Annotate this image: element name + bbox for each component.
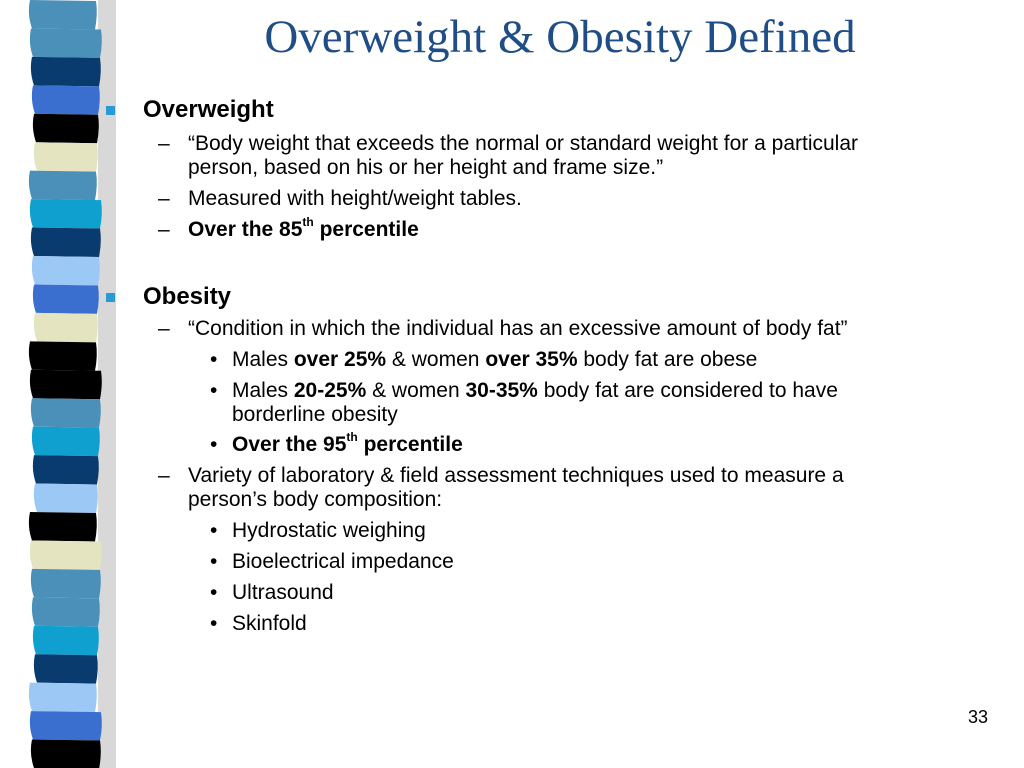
borderline-thresholds: Males 20-25% & women 30-35% body fat are…	[232, 379, 838, 402]
stripe-graphic	[28, 0, 116, 768]
obese-thresholds: Males over 25% & women over 35% body fat…	[232, 348, 758, 371]
stripe-segment	[28, 170, 97, 201]
overweight-definition-line2: person, based on his or her height and f…	[188, 156, 664, 179]
stripe-segment	[31, 597, 100, 627]
stripe-segment	[33, 483, 98, 513]
stripe-segment	[28, 512, 97, 542]
obesity-percentile: Over the 95th percentile	[232, 430, 463, 456]
dash-bullet-icon: –	[158, 218, 170, 241]
technique-item: Hydrostatic weighing	[232, 519, 426, 542]
dot-bullet-icon: •	[210, 581, 218, 604]
stripe-segment	[30, 568, 101, 599]
square-bullet-icon	[106, 106, 115, 115]
stripe-segment	[30, 739, 101, 768]
assessment-techniques-line2: person’s body composition:	[188, 488, 443, 511]
stripe-shadow	[98, 0, 116, 768]
square-bullet-icon	[106, 293, 115, 302]
stripe-segment	[33, 654, 98, 684]
slide-title: Overweight & Obesity Defined	[264, 11, 856, 63]
overweight-percentile: Over the 85th percentile	[188, 215, 419, 241]
stripe-segment	[32, 625, 99, 656]
page-number: 33	[967, 707, 988, 727]
dash-bullet-icon: –	[158, 132, 170, 155]
dot-bullet-icon: •	[210, 550, 218, 573]
obesity-heading: Obesity	[143, 283, 232, 310]
technique-item: Bioelectrical impedance	[232, 550, 454, 573]
dash-bullet-icon: –	[158, 464, 170, 487]
stripe-segment	[32, 455, 99, 485]
stripe-segment	[31, 85, 100, 115]
stripe-segment	[32, 113, 99, 144]
stripe-segment	[31, 256, 100, 286]
technique-item: Ultrasound	[232, 581, 334, 604]
stripe-segment	[29, 28, 102, 58]
stripe-segment	[30, 56, 101, 87]
stripe-segment	[30, 398, 101, 428]
dot-bullet-icon: •	[210, 612, 218, 635]
overweight-definition-line1: “Body weight that exceeds the normal or …	[188, 132, 859, 155]
dot-bullet-icon: •	[210, 519, 218, 542]
stripe-segment	[32, 284, 99, 314]
dash-bullet-icon: –	[158, 317, 170, 340]
overweight-measured: Measured with height/weight tables.	[188, 187, 522, 210]
obesity-condition: “Condition in which the individual has a…	[188, 317, 848, 340]
stripe-segment	[29, 540, 102, 570]
decorative-stripe-band	[0, 0, 120, 768]
dot-bullet-icon: •	[210, 379, 218, 402]
stripe-segment	[29, 369, 102, 400]
stripe-segment	[28, 0, 97, 30]
stripe-segment	[29, 199, 102, 229]
dot-bullet-icon: •	[210, 348, 218, 371]
overweight-heading: Overweight	[143, 96, 274, 123]
stripe-segment	[30, 227, 101, 257]
technique-item: Skinfold	[232, 612, 307, 635]
stripe-segment	[28, 341, 97, 371]
stripe-segment	[28, 682, 97, 713]
stripe-segment	[29, 711, 102, 741]
assessment-techniques-line1: Variety of laboratory & field assessment…	[188, 464, 844, 487]
dot-bullet-icon: •	[210, 433, 218, 456]
stripe-segment	[33, 312, 98, 343]
dash-bullet-icon: –	[158, 187, 170, 210]
stripe-segment	[31, 426, 100, 457]
stripe-segment	[33, 142, 98, 172]
borderline-thresholds-line2: borderline obesity	[232, 403, 398, 426]
